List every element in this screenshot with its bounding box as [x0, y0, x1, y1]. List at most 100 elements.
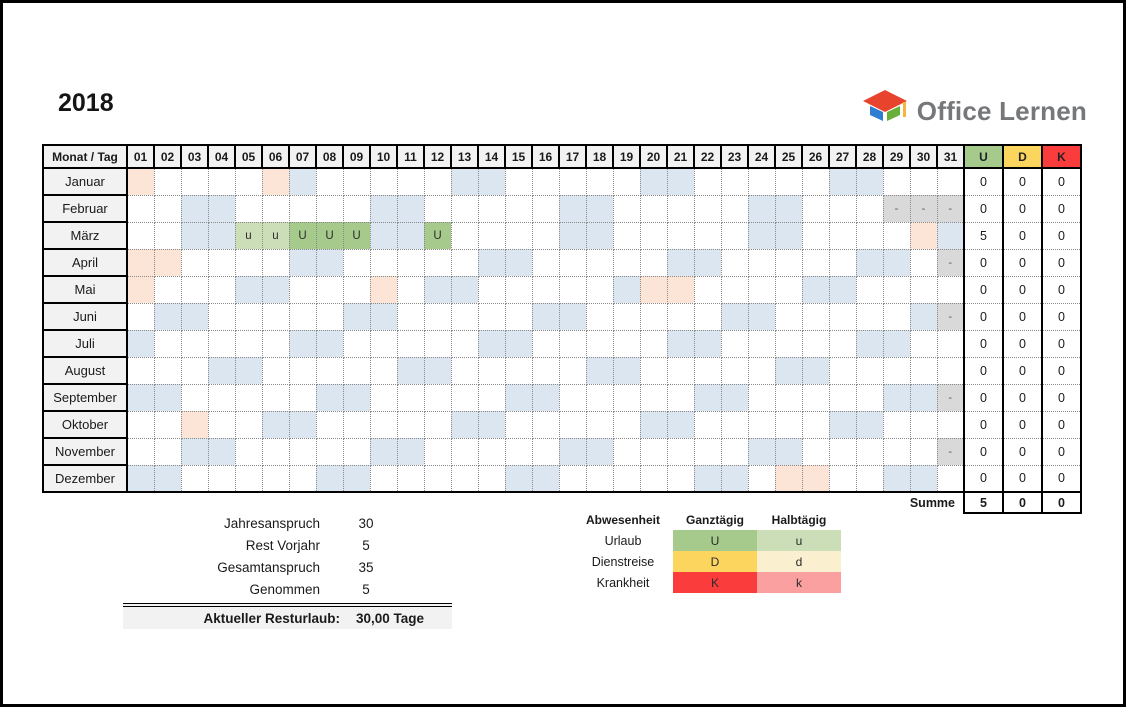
day-cell[interactable]	[855, 275, 884, 304]
day-cell[interactable]	[342, 356, 371, 385]
day-cell[interactable]: U	[342, 221, 371, 250]
day-cell[interactable]	[909, 437, 938, 466]
day-cell[interactable]	[585, 356, 614, 385]
day-cell[interactable]	[477, 275, 506, 304]
day-cell[interactable]	[315, 329, 344, 358]
day-cell[interactable]	[342, 302, 371, 331]
day-cell[interactable]	[612, 248, 641, 277]
day-cell[interactable]	[342, 248, 371, 277]
day-cell[interactable]	[747, 410, 776, 439]
day-cell[interactable]	[531, 464, 560, 493]
day-cell[interactable]	[612, 221, 641, 250]
day-cell[interactable]	[882, 275, 911, 304]
day-cell[interactable]	[153, 221, 182, 250]
day-cell[interactable]	[774, 302, 803, 331]
day-cell[interactable]	[855, 248, 884, 277]
day-cell[interactable]	[666, 437, 695, 466]
day-cell[interactable]	[558, 194, 587, 223]
day-cell[interactable]	[801, 356, 830, 385]
day-cell[interactable]	[153, 302, 182, 331]
day-cell[interactable]: -	[936, 302, 965, 331]
day-cell[interactable]	[585, 437, 614, 466]
day-cell[interactable]	[450, 383, 479, 412]
day-cell[interactable]	[126, 302, 155, 331]
day-cell[interactable]	[639, 194, 668, 223]
day-cell[interactable]	[828, 410, 857, 439]
day-cell[interactable]	[288, 410, 317, 439]
day-cell[interactable]	[747, 329, 776, 358]
day-cell[interactable]	[828, 437, 857, 466]
summary-value[interactable]: 30	[358, 515, 374, 531]
day-cell[interactable]	[747, 221, 776, 250]
day-cell[interactable]	[855, 194, 884, 223]
day-cell[interactable]	[396, 302, 425, 331]
day-cell[interactable]	[855, 437, 884, 466]
day-cell[interactable]	[639, 329, 668, 358]
day-cell[interactable]	[882, 302, 911, 331]
day-cell[interactable]	[477, 464, 506, 493]
day-cell[interactable]	[855, 410, 884, 439]
day-cell[interactable]	[693, 194, 722, 223]
day-cell[interactable]	[369, 410, 398, 439]
day-cell[interactable]	[153, 464, 182, 493]
day-cell[interactable]	[423, 302, 452, 331]
day-cell[interactable]	[639, 356, 668, 385]
day-cell[interactable]	[315, 356, 344, 385]
day-cell[interactable]	[153, 248, 182, 277]
day-cell[interactable]	[666, 410, 695, 439]
day-cell[interactable]	[585, 464, 614, 493]
day-cell[interactable]	[288, 275, 317, 304]
day-cell[interactable]	[693, 248, 722, 277]
day-cell[interactable]	[639, 275, 668, 304]
day-cell[interactable]	[477, 383, 506, 412]
day-cell[interactable]: -	[936, 248, 965, 277]
day-cell[interactable]	[666, 248, 695, 277]
day-cell[interactable]	[801, 248, 830, 277]
day-cell[interactable]	[558, 356, 587, 385]
day-cell[interactable]	[207, 383, 236, 412]
day-cell[interactable]	[747, 464, 776, 493]
day-cell[interactable]	[180, 464, 209, 493]
day-cell[interactable]	[639, 383, 668, 412]
day-cell[interactable]	[801, 302, 830, 331]
day-cell[interactable]	[936, 221, 965, 250]
day-cell[interactable]	[936, 464, 965, 493]
day-cell[interactable]	[882, 221, 911, 250]
day-cell[interactable]	[450, 356, 479, 385]
day-cell[interactable]	[801, 383, 830, 412]
day-cell[interactable]: U	[423, 221, 452, 250]
day-cell[interactable]	[720, 329, 749, 358]
day-cell[interactable]	[234, 248, 263, 277]
day-cell[interactable]	[531, 167, 560, 196]
day-cell[interactable]	[855, 383, 884, 412]
day-cell[interactable]	[909, 464, 938, 493]
day-cell[interactable]	[126, 167, 155, 196]
day-cell[interactable]	[855, 302, 884, 331]
day-cell[interactable]	[153, 275, 182, 304]
day-cell[interactable]	[531, 194, 560, 223]
day-cell[interactable]	[801, 167, 830, 196]
day-cell[interactable]	[450, 464, 479, 493]
day-cell[interactable]	[693, 302, 722, 331]
day-cell[interactable]	[369, 302, 398, 331]
day-cell[interactable]	[639, 464, 668, 493]
day-cell[interactable]	[936, 329, 965, 358]
day-cell[interactable]	[666, 356, 695, 385]
day-cell[interactable]	[801, 437, 830, 466]
day-cell[interactable]	[180, 437, 209, 466]
day-cell[interactable]	[936, 167, 965, 196]
day-cell[interactable]	[126, 329, 155, 358]
day-cell[interactable]	[450, 437, 479, 466]
day-cell[interactable]	[234, 302, 263, 331]
day-cell[interactable]: U	[315, 221, 344, 250]
day-cell[interactable]	[234, 437, 263, 466]
day-cell[interactable]	[531, 383, 560, 412]
summary-value[interactable]: 5	[362, 537, 370, 553]
day-cell[interactable]	[909, 329, 938, 358]
day-cell[interactable]	[180, 167, 209, 196]
day-cell[interactable]	[288, 437, 317, 466]
day-cell[interactable]	[261, 356, 290, 385]
day-cell[interactable]	[693, 329, 722, 358]
day-cell[interactable]	[180, 356, 209, 385]
day-cell[interactable]	[342, 383, 371, 412]
